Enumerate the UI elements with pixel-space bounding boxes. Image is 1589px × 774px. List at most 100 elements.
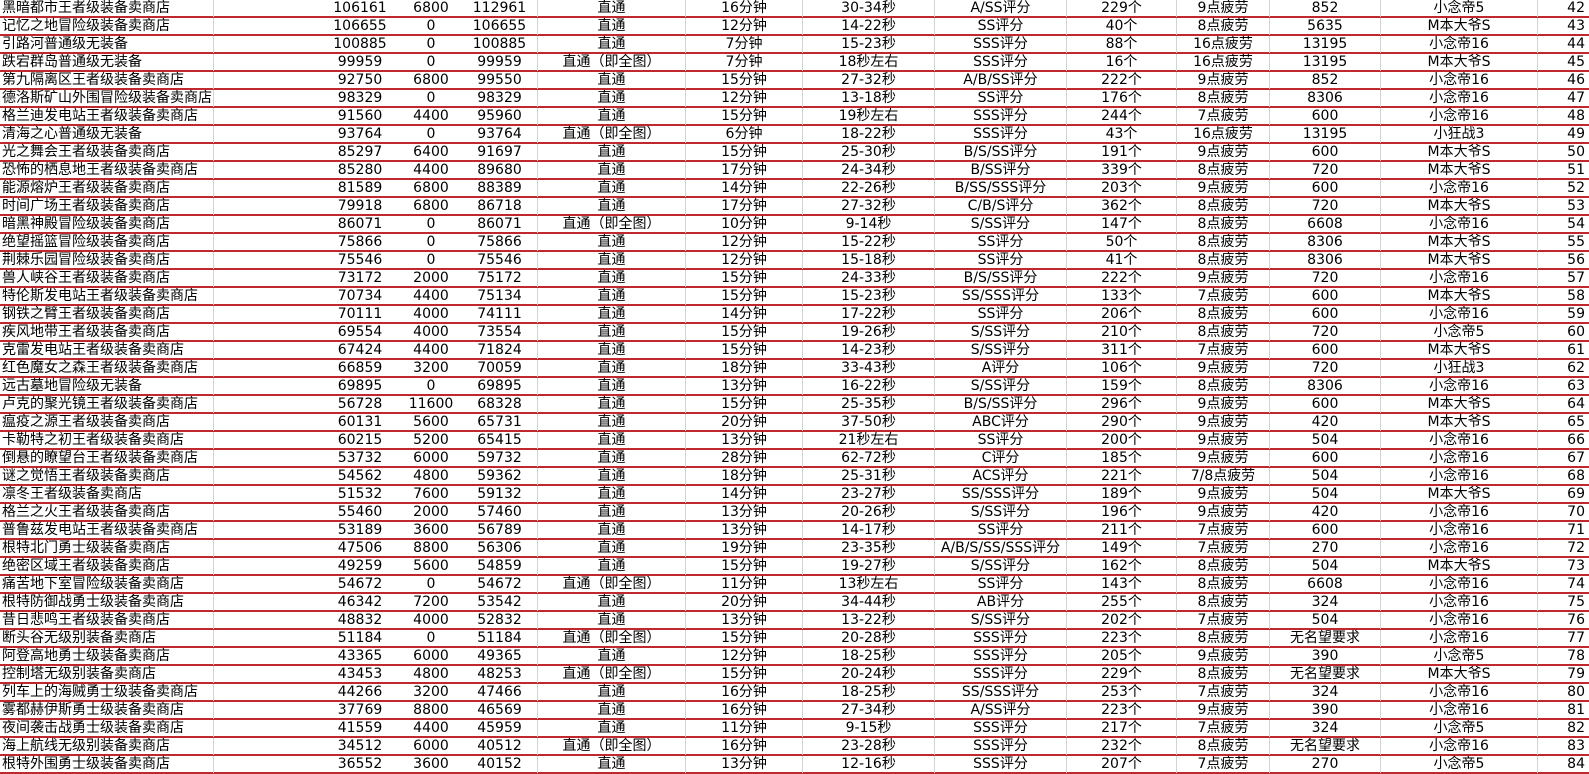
cell-total-gold[interactable]: 74111 <box>462 306 538 323</box>
cell-author[interactable]: M本大爷S <box>1381 342 1538 359</box>
empty-cell[interactable] <box>214 738 320 755</box>
cell-gold[interactable]: 85280 <box>337 162 383 178</box>
cell-count[interactable]: 210个 <box>1067 324 1177 341</box>
cell-run-time[interactable]: 19-27秒 <box>803 558 935 575</box>
cell-dungeon-name[interactable]: 能源熔炉王者级装备卖商店 <box>0 180 214 197</box>
cell-clear-time[interactable]: 15分钟 <box>686 396 803 413</box>
cell-row-number[interactable]: 57 <box>1567 270 1585 286</box>
cell-clear-time[interactable]: 12分钟 <box>686 234 803 251</box>
cell-bonus-gold[interactable]: 3200 <box>413 360 449 376</box>
cell-clear-time[interactable]: 14分钟 <box>686 180 803 197</box>
cell-count[interactable]: 255个 <box>1067 594 1177 611</box>
cell-clear-time[interactable]: 13分钟 <box>686 504 803 521</box>
cell-total-gold[interactable]: 75134 <box>462 288 538 305</box>
empty-cell[interactable] <box>214 594 320 611</box>
cell-run-time[interactable]: 30-34秒 <box>803 0 935 17</box>
cell-clear-time[interactable]: 6分钟 <box>686 126 803 143</box>
cell-fatigue[interactable]: 8点疲劳 <box>1177 558 1270 575</box>
cell-gold[interactable]: 85297 <box>337 144 383 160</box>
cell-dungeon-name[interactable]: 控制塔无级别装备卖商店 <box>0 666 214 683</box>
cell-gold[interactable]: 41559 <box>337 720 383 736</box>
cell-rating[interactable]: SS评分 <box>935 18 1067 35</box>
cell-run-time[interactable]: 15-22秒 <box>803 234 935 251</box>
cell-fatigue[interactable]: 7点疲劳 <box>1177 684 1270 701</box>
cell-total-gold[interactable]: 68328 <box>462 396 538 413</box>
cell-row-number[interactable]: 73 <box>1567 558 1585 574</box>
cell-run-time[interactable]: 9-14秒 <box>803 216 935 233</box>
cell-total-gold[interactable]: 52832 <box>462 612 538 629</box>
cell-total-gold[interactable]: 56306 <box>462 540 538 557</box>
cell-dungeon-name[interactable]: 兽人峡谷王者级装备卖商店 <box>0 270 214 287</box>
cell-fatigue[interactable]: 7点疲劳 <box>1177 540 1270 557</box>
cell-fatigue[interactable]: 16点疲劳 <box>1177 126 1270 143</box>
cell-route[interactable]: 直通 <box>538 378 686 395</box>
cell-fatigue[interactable]: 7点疲劳 <box>1177 756 1270 773</box>
cell-reputation[interactable]: 852 <box>1270 72 1381 89</box>
cell-reputation[interactable]: 8306 <box>1270 90 1381 107</box>
cell-count[interactable]: 106个 <box>1067 360 1177 377</box>
cell-fatigue[interactable]: 8点疲劳 <box>1177 378 1270 395</box>
cell-count[interactable]: 143个 <box>1067 576 1177 593</box>
cell-author[interactable]: 小念帝5 <box>1381 720 1538 737</box>
cell-bonus-gold[interactable]: 4000 <box>413 306 449 322</box>
cell-rating[interactable]: SSS评分 <box>935 108 1067 125</box>
cell-total-gold[interactable]: 59732 <box>462 450 538 467</box>
cell-dungeon-name[interactable]: 德洛斯矿山外围冒险级装备卖商店 <box>2 90 214 107</box>
cell-fatigue[interactable]: 7点疲劳 <box>1177 522 1270 539</box>
cell-rating[interactable]: S/SS评分 <box>935 378 1067 395</box>
cell-run-time[interactable]: 62-72秒 <box>803 450 935 467</box>
cell-fatigue[interactable]: 8点疲劳 <box>1177 18 1270 35</box>
cell-fatigue[interactable]: 8点疲劳 <box>1177 252 1270 269</box>
cell-route[interactable]: 直通 <box>538 18 686 35</box>
cell-total-gold[interactable]: 99550 <box>462 72 538 89</box>
cell-total-gold[interactable]: 40152 <box>462 756 538 773</box>
cell-author[interactable]: 小狂战3 <box>1381 126 1538 143</box>
cell-fatigue[interactable]: 8点疲劳 <box>1177 666 1270 683</box>
cell-run-time[interactable]: 21秒左右 <box>803 432 935 449</box>
cell-gold[interactable]: 43453 <box>337 666 383 682</box>
cell-row-number[interactable]: 56 <box>1567 252 1585 268</box>
cell-rating[interactable]: A/B/S/SS/SSS评分 <box>935 540 1067 557</box>
cell-clear-time[interactable]: 13分钟 <box>686 522 803 539</box>
cell-bonus-gold[interactable]: 4400 <box>413 342 449 358</box>
cell-route[interactable]: 直通 <box>538 612 686 629</box>
cell-run-time[interactable]: 23-28秒 <box>803 738 935 755</box>
cell-route[interactable]: 直通 <box>538 36 686 53</box>
cell-gold[interactable]: 66859 <box>337 360 383 376</box>
cell-bonus-gold[interactable]: 4400 <box>413 162 449 178</box>
cell-rating[interactable]: ACS评分 <box>935 468 1067 485</box>
cell-run-time[interactable]: 17-22秒 <box>803 306 935 323</box>
cell-rating[interactable]: B/S/SS评分 <box>935 270 1067 287</box>
cell-dungeon-name[interactable]: 凛冬王者级装备卖商店 <box>0 486 214 503</box>
cell-row-number[interactable]: 70 <box>1567 504 1585 520</box>
cell-dungeon-name[interactable]: 阿登高地勇士级装备卖商店 <box>0 648 214 665</box>
cell-reputation[interactable]: 324 <box>1270 684 1381 701</box>
cell-gold[interactable]: 70734 <box>337 288 383 304</box>
cell-route[interactable]: 直通（即全图） <box>538 576 686 593</box>
cell-total-gold[interactable]: 46569 <box>462 702 538 719</box>
cell-row-number[interactable]: 72 <box>1567 540 1585 556</box>
cell-gold[interactable]: 49259 <box>337 558 383 574</box>
cell-total-gold[interactable]: 106655 <box>462 18 538 35</box>
cell-author[interactable]: 小念帝16 <box>1381 504 1538 521</box>
cell-dungeon-name[interactable]: 卡勒特之初王者级装备卖商店 <box>0 432 214 449</box>
cell-row-number[interactable]: 45 <box>1567 54 1585 70</box>
cell-reputation[interactable]: 6608 <box>1270 216 1381 233</box>
cell-route[interactable]: 直通 <box>538 702 686 719</box>
cell-fatigue[interactable]: 7点疲劳 <box>1177 108 1270 125</box>
cell-route[interactable]: 直通 <box>538 90 686 107</box>
cell-author[interactable]: M本大爷S <box>1381 486 1538 503</box>
cell-total-gold[interactable]: 100885 <box>462 36 538 53</box>
cell-rating[interactable]: SS评分 <box>935 252 1067 269</box>
cell-reputation[interactable]: 720 <box>1270 270 1381 287</box>
empty-cell[interactable] <box>214 576 320 593</box>
cell-count[interactable]: 159个 <box>1067 378 1177 395</box>
cell-row-number[interactable]: 77 <box>1567 630 1585 646</box>
cell-count[interactable]: 88个 <box>1067 36 1177 53</box>
cell-count[interactable]: 147个 <box>1067 216 1177 233</box>
cell-total-gold[interactable]: 54859 <box>462 558 538 575</box>
cell-total-gold[interactable]: 54672 <box>462 576 538 593</box>
cell-reputation[interactable]: 8306 <box>1270 234 1381 251</box>
cell-bonus-gold[interactable]: 5200 <box>413 432 449 448</box>
cell-fatigue[interactable]: 7点疲劳 <box>1177 720 1270 737</box>
